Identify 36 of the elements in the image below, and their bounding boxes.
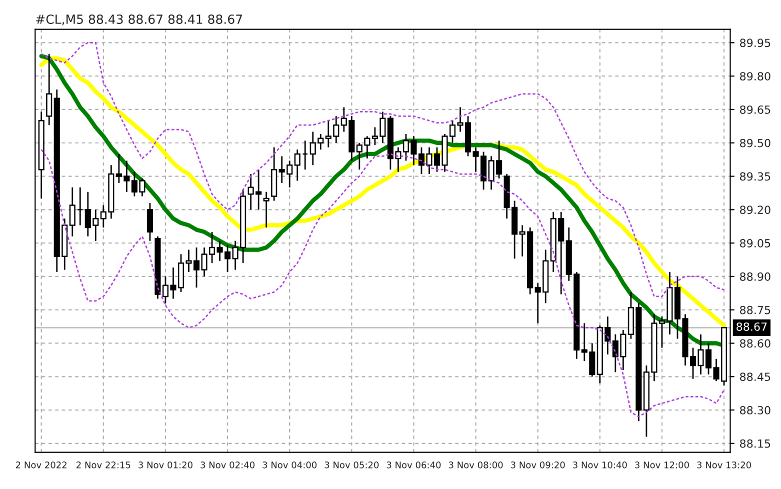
y-tick-label: 89.80 — [740, 72, 770, 80]
x-tick-label: 3 Nov 06:40 — [386, 462, 441, 468]
y-tick-label: 89.05 — [740, 239, 770, 248]
x-tick-label: 3 Nov 13:20 — [697, 462, 751, 468]
y-tick-label: 88.15 — [740, 439, 770, 448]
y-tick-label: 89.65 — [740, 105, 770, 114]
x-tick-label: 3 Nov 08:00 — [448, 462, 503, 468]
x-tick-label: 3 Nov 02:40 — [200, 462, 254, 468]
ref-line-label: 88.67 — [736, 322, 767, 331]
chart-title: #CL,M5 88.43 88.67 88.41 88.67 — [36, 14, 242, 26]
y-tick-label: 88.90 — [740, 272, 770, 281]
candlestick — [69, 186, 76, 238]
y-tick-label: 88.60 — [740, 339, 770, 348]
candlestick — [46, 53, 52, 126]
y-tick-label: 89.20 — [740, 206, 770, 214]
candlestick — [294, 148, 300, 182]
x-tick-label: 2 Nov 22:15 — [76, 462, 130, 468]
x-tick-label: 3 Nov 01:20 — [138, 462, 192, 468]
y-tick-label: 88.30 — [740, 406, 770, 414]
x-tick-label: 3 Nov 10:40 — [573, 462, 627, 468]
y-tick-label: 88.75 — [740, 306, 770, 314]
y-tick-label: 89.95 — [740, 38, 770, 48]
x-tick-label: 3 Nov 05:20 — [324, 462, 379, 468]
x-tick-label: 3 Nov 04:00 — [262, 462, 317, 468]
y-tick-label: 89.35 — [740, 172, 770, 181]
x-tick-label: 3 Nov 09:20 — [510, 462, 565, 468]
line-series — [40, 148, 725, 418]
candlestick — [146, 202, 153, 242]
y-tick-label: 88.45 — [740, 372, 770, 382]
x-tick-label: 2 Nov 2022 — [16, 462, 66, 468]
y-tick-label: 89.50 — [740, 138, 770, 148]
x-tick-label: 3 Nov 12:00 — [635, 462, 689, 468]
candlestick — [302, 140, 308, 170]
candlestick — [77, 186, 84, 226]
candlestick — [263, 191, 270, 228]
line-series — [40, 42, 725, 298]
